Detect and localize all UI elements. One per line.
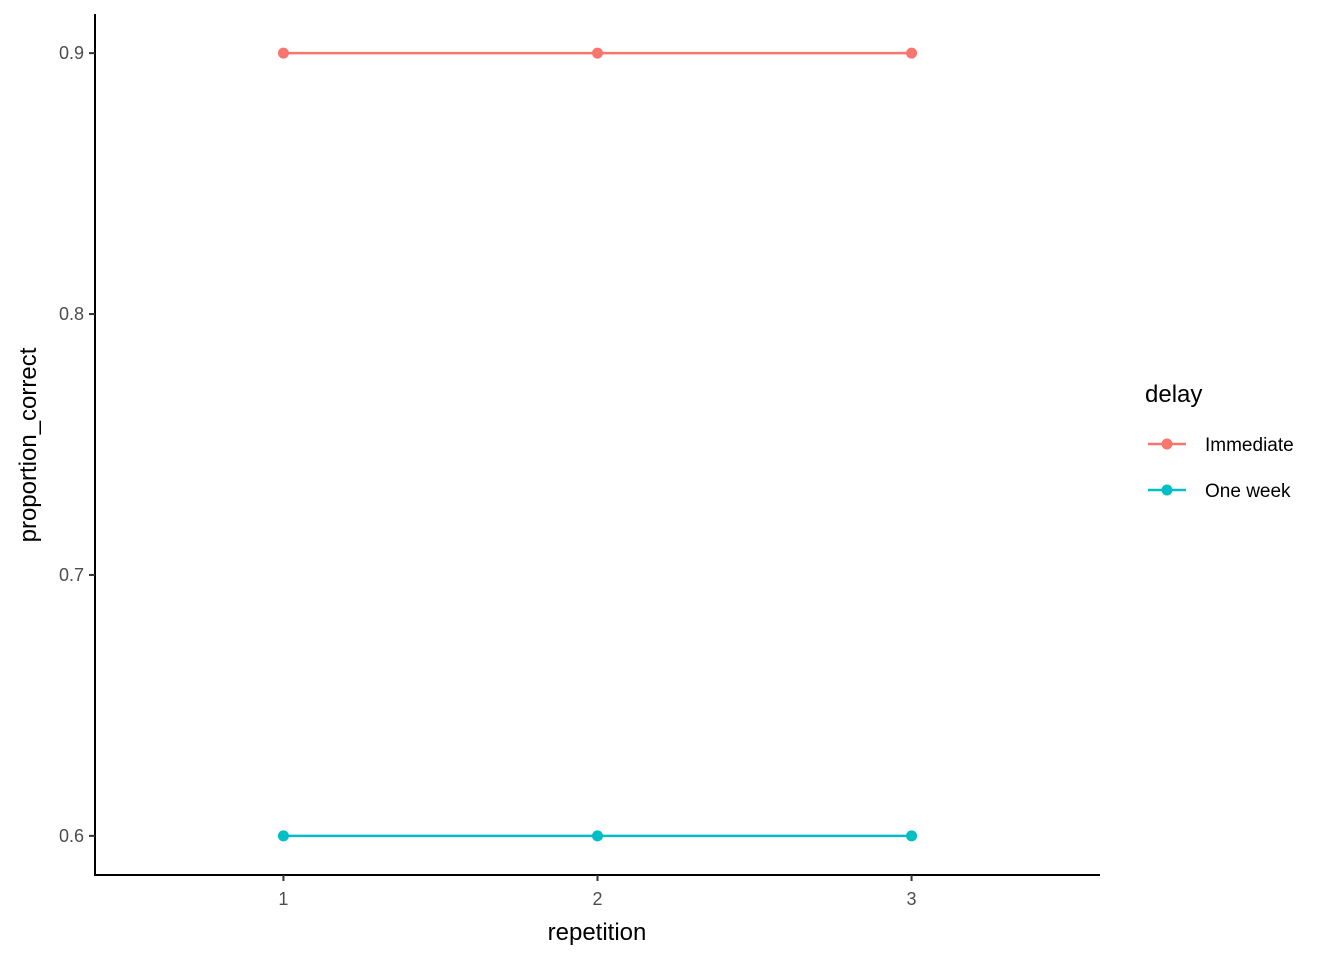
y-axis-ticks: 0.6 0.7 0.8 0.9 (59, 43, 95, 846)
x-axis-ticks: 1 2 3 (278, 875, 917, 909)
y-tick-label: 0.6 (59, 826, 84, 846)
legend: delay Immediate One week (1145, 381, 1294, 502)
data-point (277, 830, 289, 842)
x-tick-label: 3 (907, 889, 917, 909)
y-axis-title: proportion_correct (15, 347, 42, 542)
legend-label: One week (1205, 481, 1291, 502)
legend-label: Immediate (1205, 435, 1294, 456)
series-0 (277, 47, 918, 59)
x-tick-label: 1 (278, 889, 288, 909)
data-point (906, 830, 918, 842)
legend-item: One week (1148, 481, 1291, 502)
plot-series (277, 47, 918, 842)
series-1 (277, 830, 918, 842)
x-axis-title: repetition (548, 919, 647, 946)
y-tick-label: 0.8 (59, 304, 84, 324)
legend-key-point (1161, 484, 1173, 496)
legend-item: Immediate (1148, 435, 1294, 456)
data-point (592, 830, 603, 842)
legend-items: Immediate One week (1148, 435, 1294, 502)
data-point (592, 47, 603, 59)
y-tick-label: 0.7 (59, 565, 84, 585)
x-tick-label: 2 (592, 889, 602, 909)
legend-key-point (1161, 438, 1173, 450)
legend-title: delay (1145, 381, 1202, 408)
data-point (906, 47, 918, 59)
data-point (277, 47, 289, 59)
y-tick-label: 0.9 (59, 43, 84, 63)
